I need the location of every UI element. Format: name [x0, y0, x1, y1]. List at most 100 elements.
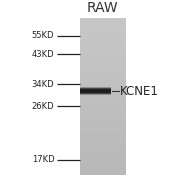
Bar [80, 37, 126, 38]
Bar [80, 65, 126, 67]
Bar [80, 174, 126, 175]
Bar [80, 167, 126, 169]
Bar [80, 45, 126, 46]
Bar [80, 18, 126, 19]
Bar [80, 122, 126, 123]
Bar [80, 89, 126, 90]
Bar [80, 57, 126, 59]
Bar [80, 48, 126, 49]
Text: KCNE1: KCNE1 [120, 85, 158, 98]
Bar [80, 64, 126, 65]
Bar [80, 139, 126, 141]
Bar [80, 141, 126, 142]
Bar [80, 159, 126, 161]
Bar [80, 62, 126, 64]
Bar [80, 131, 126, 133]
Bar [80, 60, 126, 62]
Bar [80, 98, 126, 100]
Bar [80, 148, 126, 150]
Bar [80, 104, 126, 106]
Bar [80, 95, 126, 96]
Text: 34KD: 34KD [32, 80, 54, 89]
Bar [80, 43, 126, 45]
Bar [80, 103, 126, 104]
Bar [80, 90, 126, 92]
Bar [80, 32, 126, 34]
Bar [80, 86, 126, 87]
Text: RAW: RAW [87, 1, 118, 15]
Bar [80, 68, 126, 70]
Bar [80, 111, 126, 112]
Bar [80, 169, 126, 170]
Bar [80, 96, 126, 98]
Bar [80, 73, 126, 75]
Bar [80, 118, 126, 120]
Bar [80, 89, 111, 93]
Bar [80, 137, 126, 139]
Bar [80, 130, 126, 131]
Bar [80, 79, 126, 81]
Bar [80, 93, 126, 95]
Bar [80, 75, 126, 76]
Bar [80, 51, 126, 53]
Bar [80, 147, 126, 148]
Bar [80, 88, 111, 94]
Bar [80, 125, 126, 126]
Bar [80, 34, 126, 35]
Bar [80, 155, 126, 156]
Bar [80, 170, 126, 172]
Bar [80, 109, 126, 111]
Bar [80, 156, 126, 158]
Bar [80, 27, 126, 29]
Bar [80, 84, 126, 86]
Bar [80, 107, 126, 109]
Bar [80, 70, 126, 71]
Bar [80, 115, 126, 117]
Bar [80, 120, 126, 122]
Bar [80, 56, 126, 57]
Bar [80, 163, 126, 164]
Bar [80, 40, 126, 42]
Bar [80, 145, 126, 147]
Bar [80, 153, 126, 155]
Bar [80, 136, 126, 137]
Bar [80, 152, 126, 153]
Bar [80, 117, 126, 118]
Bar [80, 112, 126, 114]
Bar [80, 82, 126, 84]
Bar [80, 35, 126, 37]
Bar [80, 87, 111, 95]
Bar [80, 114, 126, 115]
Bar [80, 133, 126, 134]
Bar [80, 29, 126, 31]
Text: 26KD: 26KD [32, 102, 54, 111]
Bar [80, 42, 126, 43]
Bar [80, 59, 126, 60]
Bar [80, 100, 126, 101]
Bar [80, 23, 126, 24]
Bar [80, 31, 126, 32]
Bar [80, 53, 126, 54]
Bar [80, 123, 126, 125]
Bar [80, 67, 126, 68]
Text: 55KD: 55KD [32, 31, 54, 40]
Bar [80, 24, 126, 26]
Bar [80, 76, 126, 78]
Bar [80, 21, 126, 23]
Bar [80, 158, 126, 159]
Bar [80, 54, 126, 56]
Bar [80, 19, 126, 21]
Bar [80, 87, 126, 89]
Bar [80, 26, 126, 27]
Bar [80, 150, 126, 152]
Bar [80, 172, 126, 174]
Bar [80, 142, 126, 144]
Bar [80, 144, 126, 145]
Bar [80, 78, 126, 79]
Bar [80, 161, 126, 163]
Bar [80, 128, 126, 130]
Bar [80, 101, 126, 103]
Bar [80, 81, 126, 82]
Bar [80, 126, 126, 128]
Bar [80, 38, 126, 40]
